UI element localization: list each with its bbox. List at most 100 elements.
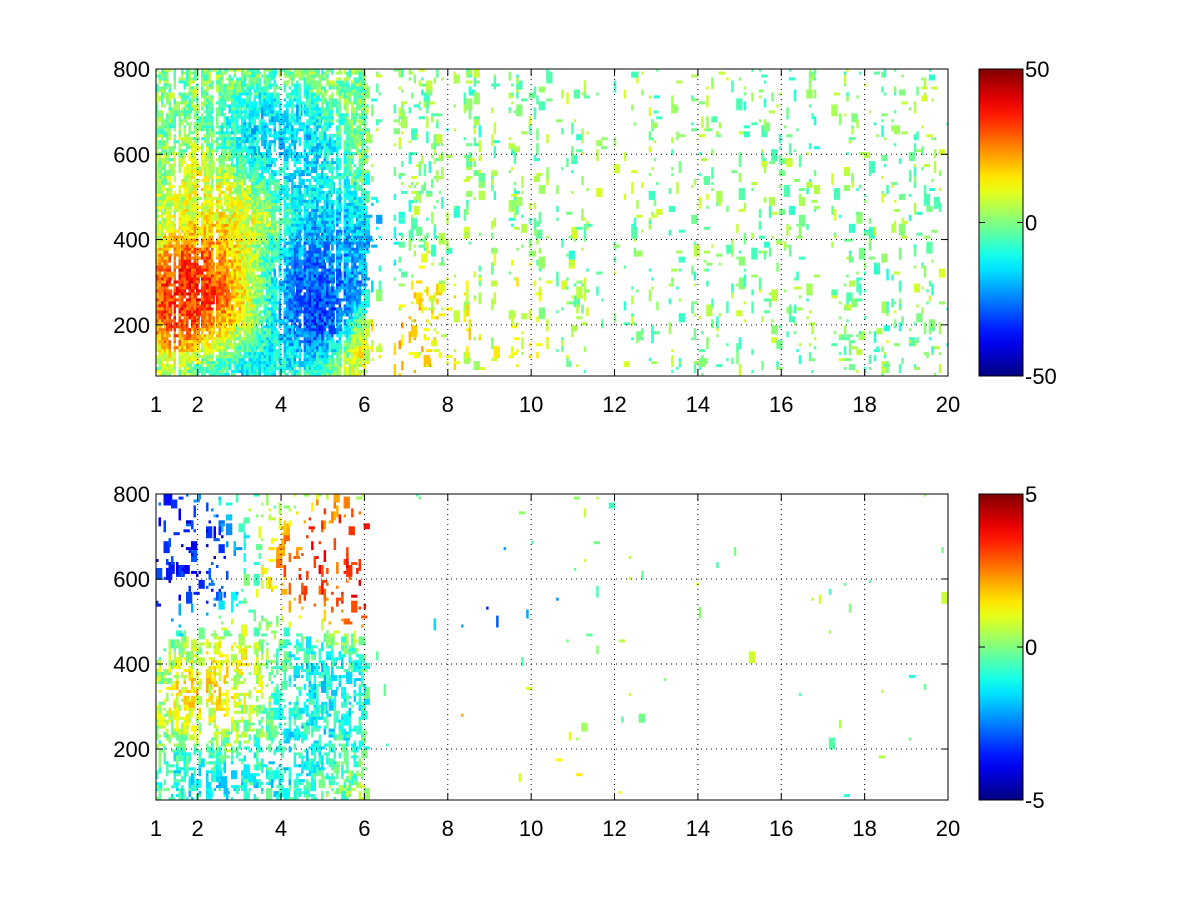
heatmap-cell xyxy=(346,262,349,266)
heatmap-cell xyxy=(286,373,289,376)
heatmap-cell xyxy=(178,247,181,260)
heatmap-cell xyxy=(266,220,273,227)
heatmap-cell xyxy=(321,125,324,129)
heatmap-cell xyxy=(163,170,166,182)
heatmap-cell xyxy=(273,182,276,185)
heatmap-cell xyxy=(231,373,234,376)
heatmap-cell xyxy=(188,137,191,147)
heatmap-cell xyxy=(346,340,349,347)
heatmap-cell xyxy=(236,250,239,263)
heatmap-cell xyxy=(306,280,309,284)
heatmap-cell xyxy=(338,125,342,135)
heatmap-cell xyxy=(203,238,206,242)
heatmap-cell xyxy=(331,185,334,194)
heatmap-cell xyxy=(346,193,349,197)
heatmap-cell xyxy=(313,69,320,78)
heatmap-cell xyxy=(331,232,334,236)
heatmap-cell xyxy=(216,358,219,362)
heatmap-cell xyxy=(166,211,169,215)
heatmap-cell xyxy=(351,283,354,287)
heatmap-cell xyxy=(191,334,194,341)
heatmap-cell xyxy=(263,271,266,278)
heatmap-cell xyxy=(296,119,299,123)
heatmap-cell xyxy=(293,307,297,311)
heatmap-cell xyxy=(178,322,181,326)
heatmap-cell xyxy=(236,277,239,281)
heatmap-cell xyxy=(283,69,287,72)
heatmap-cell xyxy=(161,253,164,257)
heatmap-cell xyxy=(296,355,299,359)
heatmap-cell xyxy=(158,196,161,200)
heatmap-cell xyxy=(183,373,186,376)
heatmap-cell xyxy=(161,128,164,132)
heatmap-cell xyxy=(191,77,194,81)
heatmap-cell xyxy=(201,146,204,150)
heatmap-cell xyxy=(183,256,186,260)
heatmap-cell xyxy=(343,179,350,182)
heatmap-cell xyxy=(256,364,259,376)
heatmap-cell xyxy=(196,211,203,218)
heatmap-cell xyxy=(186,298,189,302)
heatmap-cell xyxy=(246,313,249,326)
heatmap-cell xyxy=(306,301,309,305)
heatmap-cell xyxy=(191,262,194,266)
heatmap-cell xyxy=(351,211,354,215)
heatmap-cell xyxy=(161,134,164,144)
heatmap-cell xyxy=(208,352,211,356)
heatmap-cell xyxy=(263,196,270,209)
heatmap-cell xyxy=(268,226,271,230)
heatmap-cell xyxy=(231,77,234,81)
heatmap-cell xyxy=(178,277,181,281)
heatmap-cell xyxy=(288,277,292,281)
heatmap-cell xyxy=(298,119,302,123)
heatmap-cell xyxy=(293,164,297,168)
heatmap-cell xyxy=(156,143,159,147)
heatmap-cell xyxy=(278,232,282,236)
heatmap-cell xyxy=(168,229,175,233)
heatmap-cell xyxy=(313,301,317,305)
heatmap-cell xyxy=(223,226,226,230)
heatmap-cell xyxy=(193,319,196,323)
heatmap-cell xyxy=(283,217,287,221)
heatmap-cell xyxy=(248,137,251,141)
heatmap-cell xyxy=(298,98,302,102)
heatmap-cell xyxy=(331,262,334,266)
heatmap-cell xyxy=(178,149,185,159)
heatmap-cell xyxy=(286,104,289,108)
heatmap-cell xyxy=(243,340,246,344)
heatmap-cell xyxy=(211,277,214,281)
heatmap-cell xyxy=(296,83,299,96)
heatmap-cell xyxy=(261,211,264,218)
heatmap-cell xyxy=(338,262,342,266)
heatmap-cell xyxy=(343,140,347,150)
heatmap-cell xyxy=(311,361,314,368)
heatmap-cell xyxy=(296,128,299,135)
heatmap-cell xyxy=(231,328,234,332)
heatmap-cell xyxy=(331,211,334,218)
heatmap-cell xyxy=(248,77,255,84)
heatmap-cell xyxy=(168,211,171,215)
heatmap-cell xyxy=(218,137,221,141)
heatmap-cell xyxy=(321,313,324,317)
heatmap-cell xyxy=(186,185,189,191)
heatmap-cell xyxy=(238,340,241,344)
heatmap-cell xyxy=(216,182,219,185)
heatmap-cell xyxy=(346,182,349,188)
heatmap-cell xyxy=(278,205,282,209)
heatmap-cell xyxy=(258,119,261,129)
heatmap-cell xyxy=(278,167,285,174)
heatmap-cell xyxy=(351,173,354,176)
heatmap-cell xyxy=(328,250,332,254)
heatmap-cell xyxy=(298,280,305,290)
heatmap-cell xyxy=(221,262,224,275)
heatmap-cell xyxy=(268,101,271,105)
heatmap-cell xyxy=(258,265,261,269)
heatmap-cell xyxy=(208,146,211,150)
heatmap-cell xyxy=(303,292,307,299)
heatmap-cell xyxy=(218,247,221,251)
heatmap-cell xyxy=(328,176,332,179)
heatmap-cell xyxy=(258,331,261,335)
heatmap-cell xyxy=(203,280,206,284)
heatmap-cell xyxy=(168,119,171,123)
heatmap-cell xyxy=(273,92,280,105)
